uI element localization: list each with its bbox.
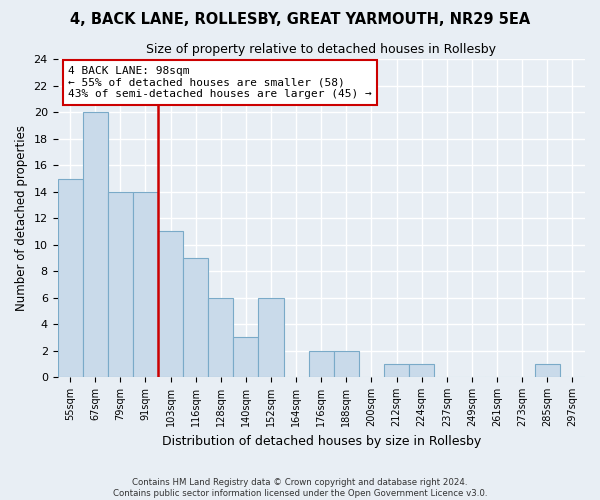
Text: 4 BACK LANE: 98sqm
← 55% of detached houses are smaller (58)
43% of semi-detache: 4 BACK LANE: 98sqm ← 55% of detached hou… — [68, 66, 372, 99]
Text: Contains HM Land Registry data © Crown copyright and database right 2024.
Contai: Contains HM Land Registry data © Crown c… — [113, 478, 487, 498]
Bar — [334, 350, 359, 377]
Bar — [208, 298, 233, 377]
Y-axis label: Number of detached properties: Number of detached properties — [15, 126, 28, 312]
Bar — [409, 364, 434, 377]
Bar — [259, 298, 284, 377]
Bar — [233, 338, 259, 377]
Bar — [535, 364, 560, 377]
Text: 4, BACK LANE, ROLLESBY, GREAT YARMOUTH, NR29 5EA: 4, BACK LANE, ROLLESBY, GREAT YARMOUTH, … — [70, 12, 530, 28]
Bar — [309, 350, 334, 377]
Bar — [183, 258, 208, 377]
Bar — [133, 192, 158, 377]
Bar — [158, 232, 183, 377]
Bar — [83, 112, 108, 377]
Bar — [384, 364, 409, 377]
Bar — [108, 192, 133, 377]
X-axis label: Distribution of detached houses by size in Rollesby: Distribution of detached houses by size … — [161, 434, 481, 448]
Title: Size of property relative to detached houses in Rollesby: Size of property relative to detached ho… — [146, 42, 496, 56]
Bar — [58, 178, 83, 377]
